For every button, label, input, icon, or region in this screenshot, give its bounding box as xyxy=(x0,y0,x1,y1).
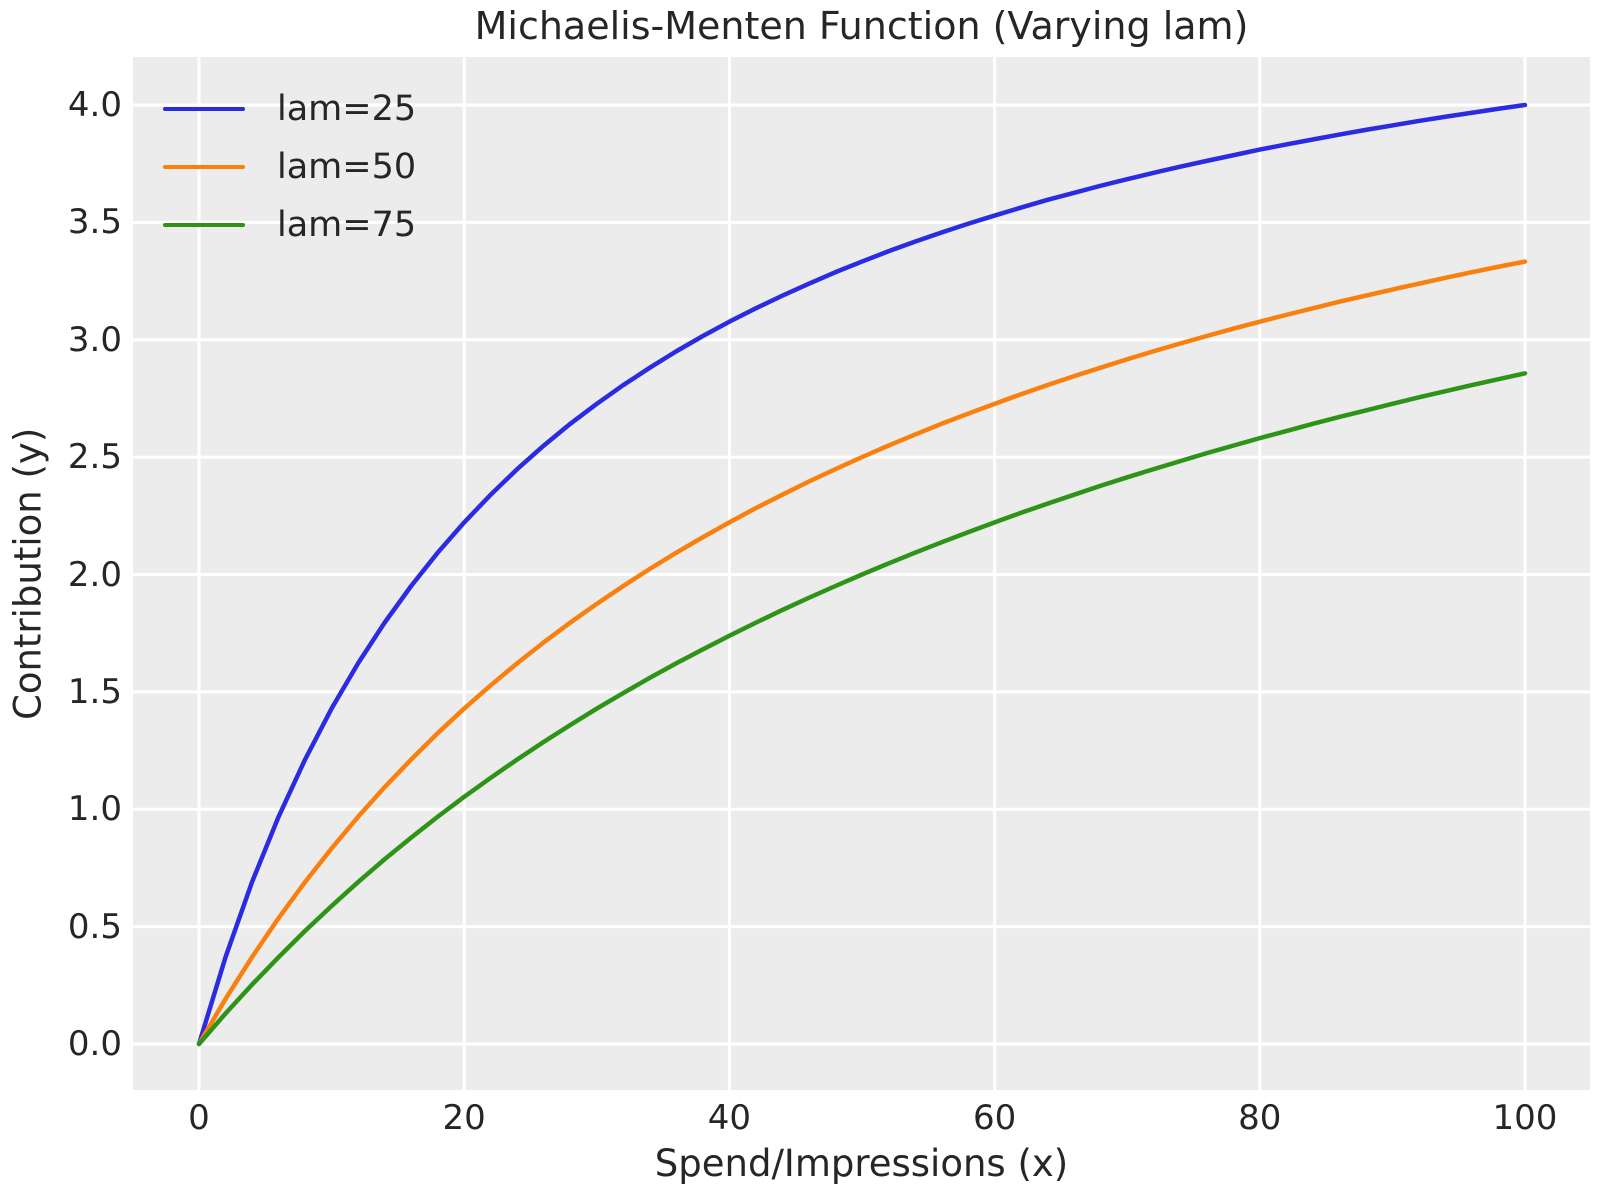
legend: lam=25 lam=50 lam=75 xyxy=(163,80,416,254)
legend-label: lam=25 xyxy=(277,89,417,129)
legend-item: lam=25 xyxy=(163,80,416,138)
series-line-lam=25 xyxy=(196,102,1528,1047)
y-tick-label: 3.5 xyxy=(67,202,122,243)
series-line-lam=75 xyxy=(196,371,1528,1047)
plot-area: lam=25 lam=50 lam=75 xyxy=(133,57,1590,1090)
y-tick-label: 4.0 xyxy=(67,85,122,125)
y-tick-label: 0.0 xyxy=(67,1024,122,1064)
x-tick-label: 100 xyxy=(1492,1098,1558,1138)
x-tick-label: 80 xyxy=(1238,1098,1282,1138)
x-tick-label: 20 xyxy=(442,1098,486,1138)
y-tick-label: 2.5 xyxy=(67,437,122,478)
series-line-lam=50 xyxy=(196,259,1528,1047)
plot-canvas xyxy=(133,57,1590,1090)
x-axis-label: Spend/Impressions (x) xyxy=(654,1142,1069,1185)
legend-line-swatch xyxy=(163,222,245,228)
y-tick-label: 3.0 xyxy=(67,319,122,360)
x-tick-label: 40 xyxy=(707,1098,752,1138)
legend-line-swatch xyxy=(163,106,245,112)
y-tick-label: 1.5 xyxy=(67,671,122,712)
y-tick-label: 0.5 xyxy=(67,906,122,947)
legend-item: lam=75 xyxy=(163,196,416,254)
chart-title: Michaelis-Menten Function (Varying lam) xyxy=(474,4,1249,48)
x-tick-label: 60 xyxy=(972,1098,1017,1138)
legend-line-swatch xyxy=(163,164,245,170)
y-tick-label: 2.0 xyxy=(67,554,122,595)
y-tick-label: 1.0 xyxy=(67,789,122,830)
legend-item: lam=50 xyxy=(163,138,416,196)
legend-label: lam=75 xyxy=(277,205,417,245)
x-tick-label: 0 xyxy=(188,1098,210,1138)
legend-label: lam=50 xyxy=(277,147,417,187)
